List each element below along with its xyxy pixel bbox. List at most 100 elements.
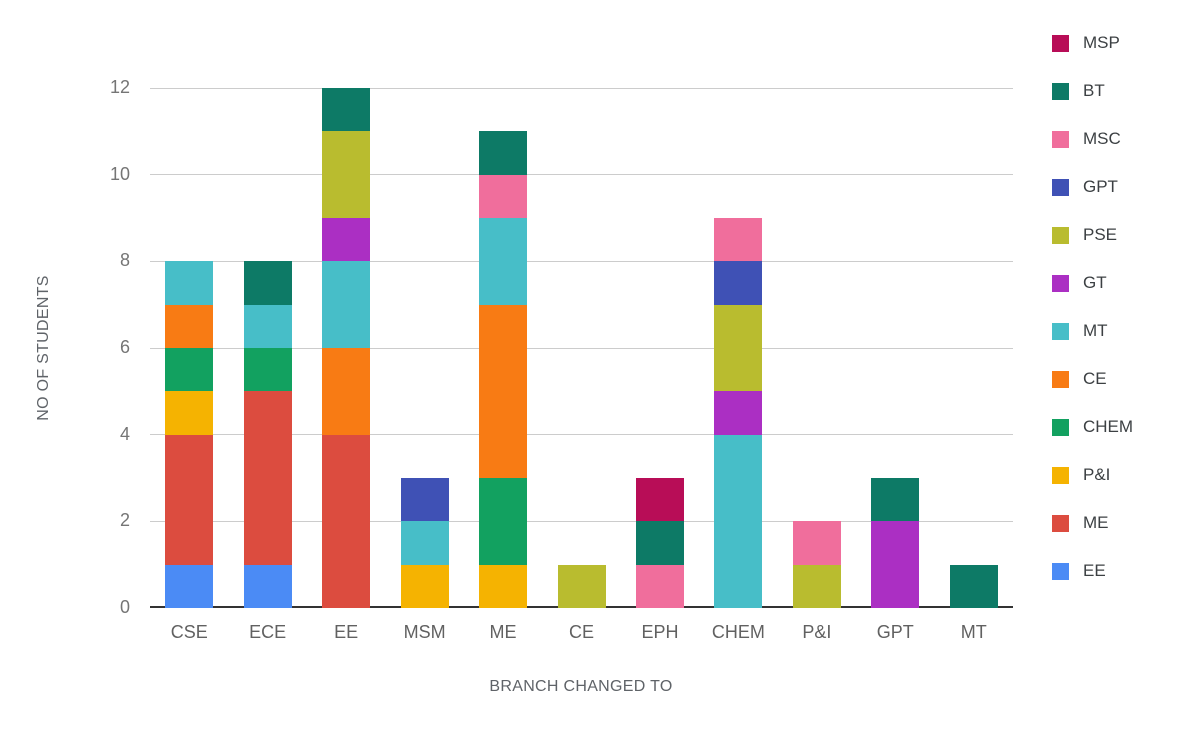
legend-swatch [1052,322,1069,340]
bar-segment-EE-PSE [322,131,371,218]
legend-swatch [1052,82,1069,100]
bar-segment-ECE-BT [243,261,292,305]
legend-item-MSC: MSC [1052,129,1133,149]
x-tick-label: EPH [641,622,679,642]
bar-segment-CHEM-PSE [714,304,763,392]
bar-segment-CSE-EE [165,564,214,608]
bar-segment-ECE-ME [243,391,292,565]
x-tick-label: EE [334,622,359,642]
bar-segment-GPT-GT [871,521,920,608]
x-axis-title: BRANCH CHANGED TO [489,678,673,695]
bar-segment-CHEM-GT [714,391,763,435]
bar-segment-ME-BT [479,131,528,175]
y-tick-label: 8 [119,250,130,271]
x-tick-label: GPT [876,622,914,642]
bar-segment-EE-MT [322,261,371,348]
legend-swatch [1052,130,1069,148]
bar-segment-CHEM-MT [714,434,763,608]
legend-label: GT [1083,273,1107,292]
legend-item-ME: ME [1052,513,1133,533]
bar-segment-ME-P&I [479,564,528,608]
legend-swatch [1052,226,1069,244]
gridline [150,87,1013,89]
legend-label: EE [1083,561,1106,580]
legend-swatch [1052,514,1069,532]
legend-item-GPT: GPT [1052,177,1133,197]
legend-item-CE: CE [1052,369,1133,389]
y-tick-label: 4 [119,423,130,444]
bar-segment-MT-BT [949,564,998,608]
gridline [150,260,1013,262]
x-tick-label: CSE [170,622,208,642]
bar-segment-MSM-MT [400,521,449,565]
legend-label: CE [1083,369,1107,388]
bar-segment-EPH-MSP [635,478,684,522]
bar-segment-EE-GT [322,218,371,262]
bar-segment-MSM-P&I [400,564,449,608]
legend-item-P&I: P&I [1052,465,1133,485]
bar-segment-EE-ME [322,434,371,608]
legend-item-PSE: PSE [1052,225,1133,245]
legend-label: PSE [1083,225,1118,244]
legend-item-EE: EE [1052,561,1133,581]
legend-swatch [1052,274,1069,292]
legend-label: GPT [1083,177,1118,196]
bar-segment-ECE-EE [243,564,292,608]
bar-segment-ME-MSC [479,174,528,218]
y-tick-label: 2 [119,510,130,531]
bar-segment-ME-CHEM [479,478,528,565]
y-tick-label: 12 [109,77,130,97]
bar-segment-ME-CE [479,304,528,478]
bar-segment-GPT-BT [871,478,920,522]
legend: MSP BT MSC GPT PSE GT MT CE CHEM P&I ME EE [1052,33,1133,609]
x-tick-label: ECE [249,622,287,642]
legend-label: MT [1083,321,1108,340]
bar-segment-CE-PSE [557,564,606,608]
x-tick-label: MT [960,622,987,642]
legend-item-BT: BT [1052,81,1133,101]
bar-segment-EE-CE [322,348,371,435]
legend-swatch [1052,562,1069,580]
x-tick-label: CHEM [711,622,765,642]
legend-swatch [1052,418,1069,436]
legend-label: CHEM [1083,417,1134,436]
gridline [150,347,1013,349]
legend-item-MT: MT [1052,321,1133,341]
y-tick-label: 0 [119,597,130,617]
legend-label: MSP [1083,33,1120,52]
legend-swatch [1052,34,1069,52]
bar-segment-ECE-CHEM [243,348,292,392]
legend-swatch [1052,178,1069,196]
bar-segment-CHEM-GPT [714,261,763,305]
plot-area [150,87,1013,608]
y-tick-label: 10 [109,163,130,184]
x-tick-label: MSM [403,622,446,642]
gridline [150,520,1013,522]
bar-segment-EE-BT [322,88,371,132]
bar-segment-P&I-MSC [792,521,841,565]
legend-label: MSC [1083,129,1121,148]
legend-label: P&I [1083,465,1111,484]
bar-segment-ME-MT [479,218,528,305]
bar-segment-MSM-GPT [400,478,449,522]
bar-segment-EPH-MSC [635,564,684,608]
bar-segment-CHEM-MSC [714,218,763,262]
bar-segment-P&I-PSE [792,564,841,608]
bar-segment-CSE-CE [165,304,214,348]
y-axis-title: NO OF STUDENTS [35,275,52,421]
legend-swatch [1052,370,1069,388]
y-tick-label: 6 [119,337,130,357]
gridline [150,174,1013,176]
legend-item-CHEM: CHEM [1052,417,1133,437]
bar-segment-EPH-BT [635,521,684,565]
x-tick-label: ME [489,622,517,642]
gridline [150,434,1013,436]
bar-segment-CSE-CHEM [165,348,214,392]
legend-item-MSP: MSP [1052,33,1133,53]
bar-segment-CSE-P&I [165,391,214,435]
bar-segment-CSE-MT [165,261,214,305]
legend-label: ME [1083,513,1109,532]
legend-swatch [1052,466,1069,484]
legend-label: BT [1083,81,1105,100]
x-tick-label: P&I [802,622,832,642]
